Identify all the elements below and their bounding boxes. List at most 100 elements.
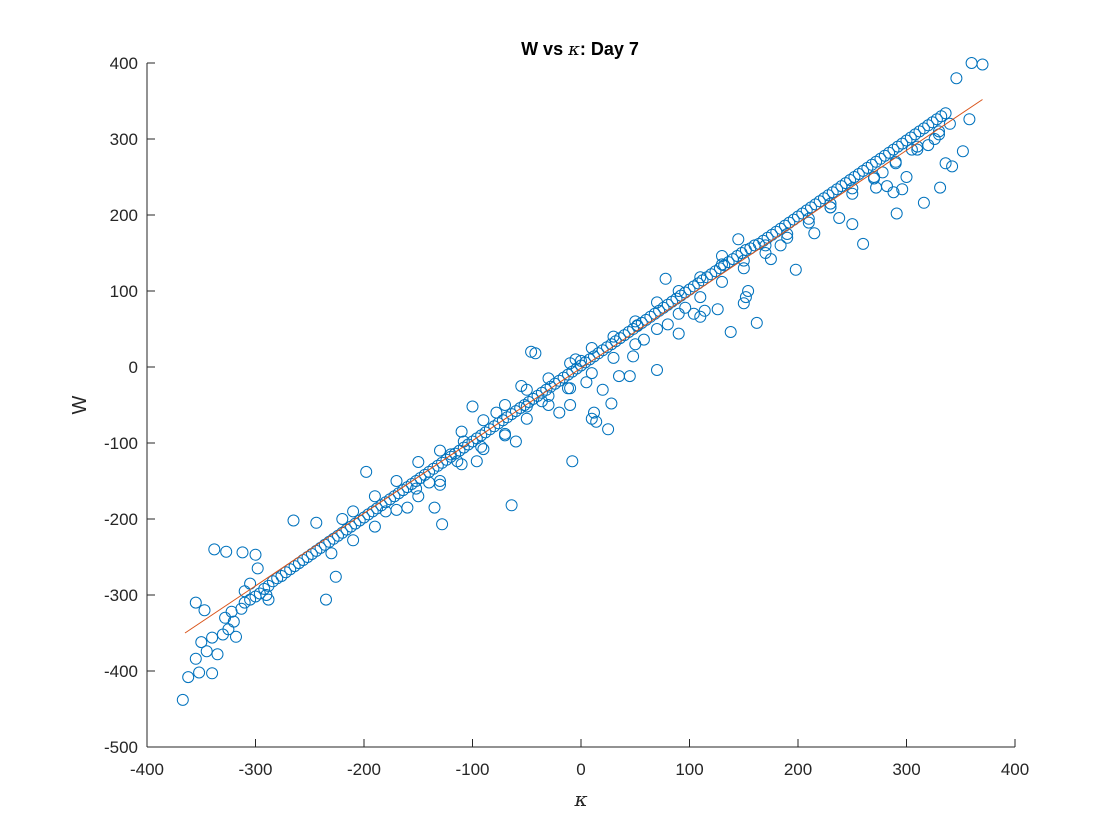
scatter-point [284, 563, 297, 576]
scatter-point [347, 505, 360, 518]
scatter-point [206, 631, 219, 644]
scatter-point [802, 216, 815, 229]
scatter-point [368, 520, 381, 533]
scatter-point [861, 161, 874, 174]
scatter-point [672, 327, 685, 340]
scatter-point [596, 383, 609, 396]
scatter-point [527, 392, 540, 405]
scatter-point [182, 671, 195, 684]
scatter-point [846, 218, 859, 231]
scatter-point [590, 415, 603, 428]
scatter-point [904, 131, 917, 144]
scatter-point [251, 562, 264, 575]
scatter-point [279, 566, 292, 579]
x-tick-label: 300 [892, 760, 920, 779]
scatter-point [661, 318, 674, 331]
scatter-point [349, 517, 362, 530]
scatter-point [900, 134, 913, 147]
scatter-point [742, 285, 755, 297]
chart-title-prefix: W vs [521, 39, 568, 59]
scatter-point [211, 648, 224, 661]
scatter-point [694, 291, 707, 304]
scatter-point [566, 455, 579, 468]
scatter-point [911, 143, 924, 156]
scatter-point [347, 534, 360, 547]
scatter-point [857, 164, 870, 177]
scatter-point [672, 285, 685, 297]
scatter-point [698, 304, 711, 317]
scatter-point [588, 406, 600, 419]
scatter-point [488, 420, 501, 433]
scatter-point [700, 271, 713, 284]
scatter-point [475, 440, 488, 453]
y-tick-label: -300 [104, 586, 138, 605]
scatter-point [965, 57, 978, 69]
scatter-point [607, 330, 620, 343]
scatter-point [917, 122, 930, 135]
scatter-point [687, 307, 700, 320]
scatter-point [451, 455, 464, 468]
scatter-point [659, 272, 672, 285]
scatter-point [679, 301, 692, 314]
scatter-point [353, 514, 366, 527]
scatter-point [509, 405, 522, 418]
scatter-point [236, 546, 249, 559]
scatter-point [368, 490, 381, 503]
scatter-point [846, 182, 859, 195]
y-tick-label: 200 [110, 206, 138, 225]
scatter-point [428, 501, 441, 514]
scatter-point [444, 448, 457, 461]
fit-line [184, 99, 983, 634]
scatter-point [553, 406, 566, 419]
scatter-point [890, 207, 903, 220]
scatter-point [193, 666, 206, 679]
y-axis-label: W [69, 395, 91, 414]
plot-area [176, 57, 989, 706]
scatter-point [436, 518, 449, 531]
scatter-point [436, 456, 449, 469]
scatter-point [934, 181, 947, 194]
scatter-point [345, 520, 357, 533]
scatter-point [466, 435, 479, 448]
scatter-point [585, 367, 598, 380]
x-tick-label: 100 [675, 760, 703, 779]
scatter-point [253, 587, 266, 600]
y-tick-label: 100 [110, 282, 138, 301]
scatter-point [588, 350, 600, 363]
chart-title-symbol: κ [567, 39, 580, 60]
scatter-point [198, 604, 211, 617]
scatter-point [518, 399, 531, 411]
scatter-point [737, 262, 750, 275]
scatter-point [651, 296, 663, 309]
scatter-point [466, 400, 479, 413]
fit-line-layer [184, 99, 983, 634]
scatter-point [692, 277, 705, 290]
scatter-point [930, 113, 943, 126]
scatter-point [939, 107, 952, 120]
scatter-point [865, 158, 878, 171]
scatter-point [831, 183, 844, 196]
scatter-point [412, 456, 425, 468]
x-ticks: -400 -300 -200 -100 0 100 200 300 400 [130, 739, 1029, 779]
scatter-point [922, 139, 935, 152]
scatter-point [833, 212, 846, 224]
scatter-point [200, 645, 213, 658]
scatter-point [230, 630, 242, 643]
scatter-point [724, 326, 737, 338]
y-tick-label: 400 [110, 54, 138, 73]
scatter-point [857, 237, 870, 250]
scatter-point [896, 183, 909, 196]
scatter-point [868, 172, 880, 185]
scatter-point [716, 275, 728, 288]
scatter-point [434, 444, 446, 457]
scatter-point [613, 370, 625, 383]
scatter-point [390, 475, 403, 487]
scatter-point [583, 353, 596, 366]
scatter-point [883, 146, 896, 159]
scatter-point [520, 400, 533, 413]
scatter-point [716, 250, 728, 262]
scatter-point [629, 315, 642, 328]
scatter-point [874, 152, 887, 165]
scatter-point [787, 213, 800, 226]
